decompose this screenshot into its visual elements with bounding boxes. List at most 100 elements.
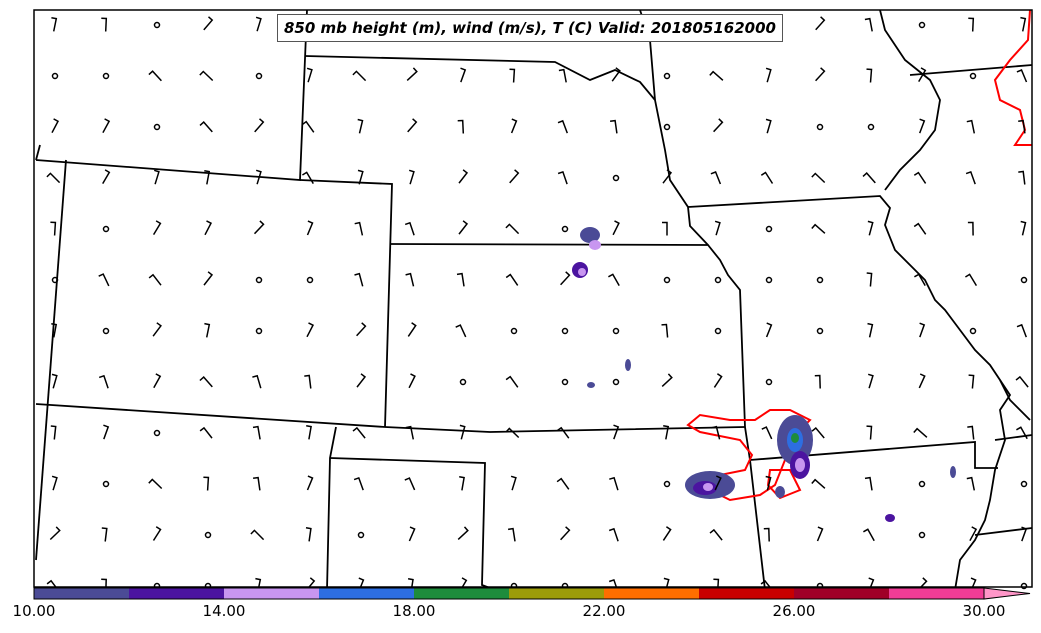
wind-barb (459, 475, 465, 491)
wind-barb (609, 476, 619, 491)
calm-wind-symbol (765, 225, 773, 233)
wind-barb (49, 526, 61, 541)
wind-barb (967, 425, 975, 440)
wind-barb (867, 220, 874, 236)
wind-barb (815, 67, 826, 82)
wind-barb (709, 528, 723, 541)
wind-barb (510, 475, 517, 491)
calm-wind-symbol (714, 327, 722, 335)
wind-barb (306, 322, 315, 338)
calm-wind-symbol (1020, 480, 1028, 488)
wind-barb (356, 322, 367, 337)
wind-barb (354, 272, 364, 287)
calm-wind-symbol (918, 531, 926, 539)
colorbar-segment (604, 588, 699, 599)
wind-barb (203, 271, 214, 286)
wind-barb (913, 171, 927, 184)
temperature-contours (686, 9, 1032, 502)
colorbar-outline (33, 587, 985, 600)
wind-barb (199, 70, 214, 82)
wind-barb (867, 322, 874, 338)
calm-wind-symbol (765, 378, 773, 386)
colorbar-segment (794, 588, 889, 599)
wind-barb (153, 169, 160, 185)
wind-barb (556, 426, 570, 439)
wind-barb (408, 373, 416, 389)
wind-barb (714, 475, 722, 491)
calm-wind-symbol (153, 21, 161, 29)
wind-barb (101, 17, 108, 32)
wind-barb (611, 67, 621, 82)
wind-barb (306, 424, 312, 440)
wind-barb (152, 220, 162, 235)
wind-barb (710, 171, 722, 185)
calm-wind-symbol (969, 72, 977, 80)
wind-barb (352, 70, 367, 82)
wind-barb (98, 374, 109, 389)
wind-barb (357, 169, 364, 185)
wind-barb (405, 272, 415, 287)
calm-wind-symbol (1020, 276, 1028, 284)
wind-barb (661, 373, 673, 387)
wind-barb (457, 526, 469, 540)
wind-barb (404, 221, 415, 236)
colorbar-segment (319, 588, 414, 599)
wind-barb (711, 425, 721, 440)
calm-wind-symbol (969, 327, 977, 335)
wind-barb (356, 373, 367, 388)
wind-barb (404, 477, 416, 491)
wind-barb (811, 478, 826, 489)
wind-barb (557, 119, 569, 134)
wind-barb (98, 273, 110, 287)
calm-wind-symbol (816, 123, 824, 131)
state-borders (35, 9, 1033, 591)
colorbar-segment (224, 588, 319, 599)
wind-barb (918, 118, 926, 134)
wind-barb (354, 221, 364, 236)
calm-wind-symbol (255, 327, 263, 335)
calm-wind-symbol (765, 276, 773, 284)
wind-barb (357, 118, 364, 134)
wind-barb (713, 118, 724, 133)
calm-wind-symbol (1020, 582, 1028, 590)
wind-barb (608, 273, 620, 286)
calm-wind-symbol (102, 327, 110, 335)
wind-barb (811, 223, 826, 234)
wind-barb (709, 70, 724, 81)
wind-barb (866, 272, 873, 287)
wind-barb (505, 375, 519, 388)
wind-barb (505, 223, 520, 235)
wind-barb (765, 118, 772, 134)
wind-barb (509, 68, 516, 83)
calm-wind-symbol (51, 72, 59, 80)
calm-wind-symbol (816, 276, 824, 284)
wind-barb (148, 478, 163, 490)
calm-wind-symbol (153, 123, 161, 131)
wind-barb (966, 119, 976, 134)
wind-barb (662, 169, 673, 184)
wind-barb (866, 425, 873, 440)
calm-wind-symbol (357, 531, 365, 539)
calm-wind-symbol (612, 327, 620, 335)
wind-barb (1015, 375, 1029, 388)
wind-barb (405, 425, 415, 440)
wind-barb (301, 120, 315, 133)
wind-barb (913, 222, 927, 235)
wind-barb (866, 68, 873, 83)
wind-barb (557, 170, 568, 185)
wind-barb (864, 476, 873, 491)
wind-barb (663, 424, 670, 440)
wind-barb (1016, 69, 1028, 83)
calm-wind-symbol (663, 123, 671, 131)
wind-barb (458, 169, 469, 184)
calm-wind-symbol (561, 225, 569, 233)
wind-barb (199, 121, 213, 133)
colorbar (33, 587, 1031, 600)
wind-barb (408, 526, 416, 542)
colorbar-tick-label: 22.00 (582, 602, 626, 620)
wind-barb (253, 220, 265, 235)
wind-barb (863, 528, 875, 542)
colorbar-segment (129, 588, 224, 599)
plot-frame (33, 9, 1033, 588)
